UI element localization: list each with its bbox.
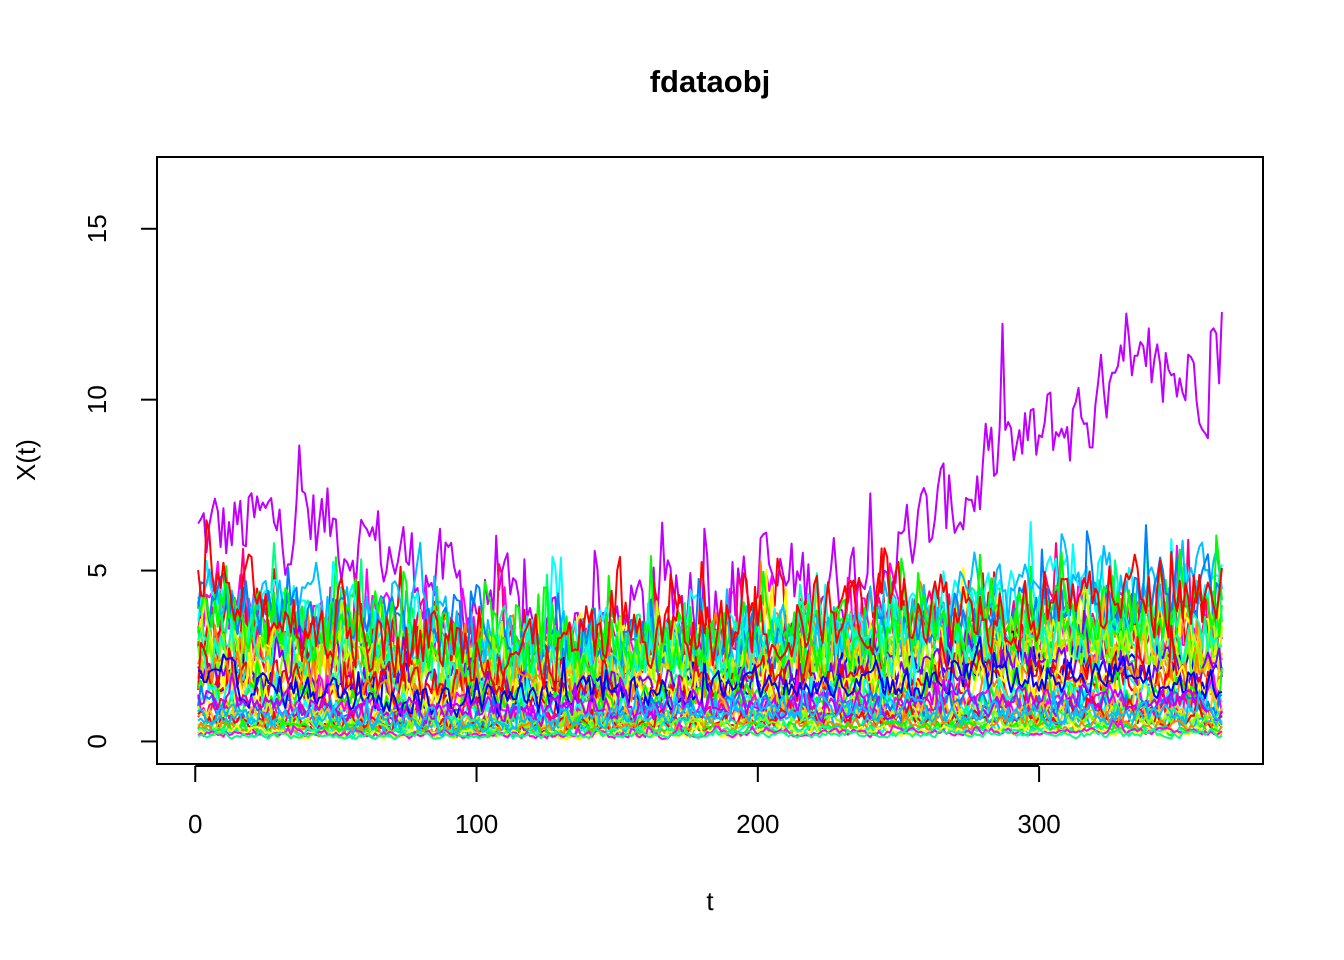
y-axis: 0 5 10 15 [82, 214, 158, 749]
x-tick-label: 0 [188, 809, 202, 839]
y-tick-label: 10 [82, 385, 112, 414]
series-line-42 [197, 687, 1223, 738]
chart-title: fdataobj [650, 64, 771, 99]
series-line-2 [197, 544, 1223, 698]
x-tick-label: 300 [1017, 809, 1060, 839]
series-line-38 [197, 727, 1223, 741]
x-axis-label: t [706, 886, 714, 916]
y-axis-label: X(t) [11, 439, 41, 481]
x-axis: 0 100 200 300 [188, 765, 1061, 839]
series-line-9 [197, 520, 1223, 684]
series-lines [197, 312, 1223, 741]
series-line-41 [197, 519, 1223, 695]
y-tick-label: 15 [82, 214, 112, 243]
x-tick-label: 200 [736, 809, 779, 839]
series-line-33 [197, 714, 1223, 739]
x-tick-label: 100 [455, 809, 498, 839]
y-tick-label: 0 [82, 734, 112, 748]
y-tick-label: 5 [82, 563, 112, 577]
